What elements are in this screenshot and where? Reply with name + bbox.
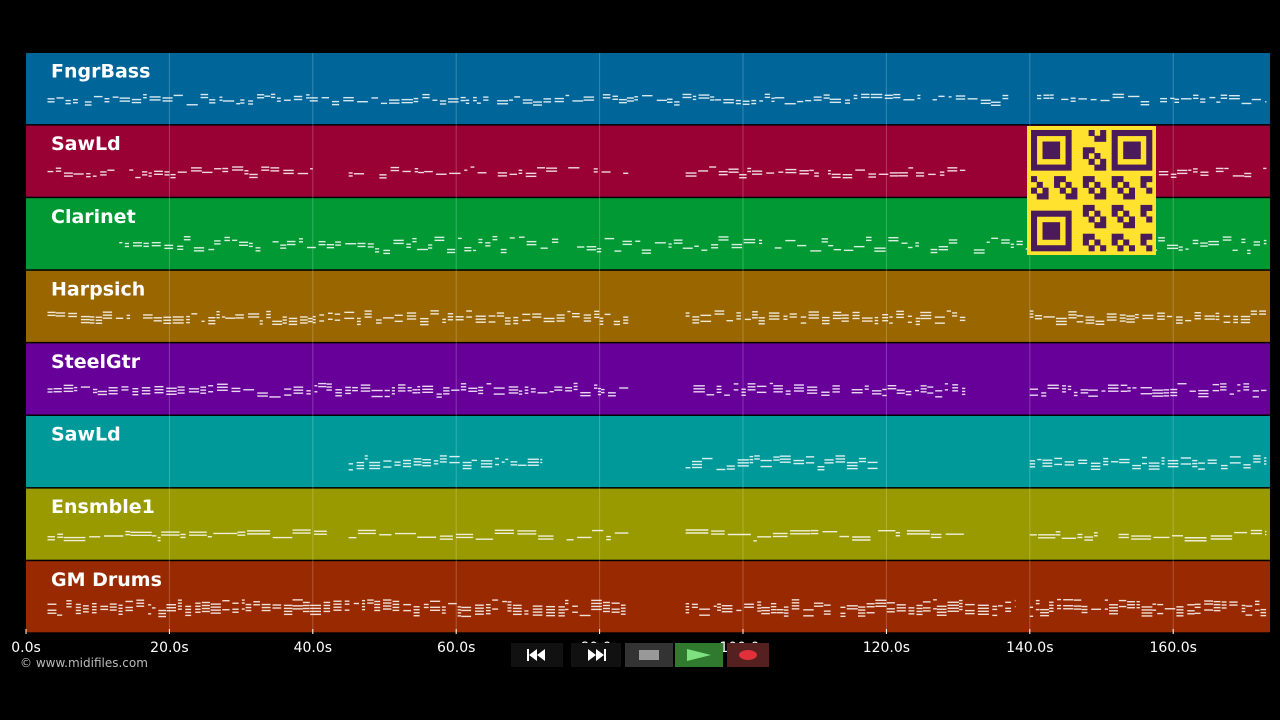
- record-icon: [739, 650, 757, 660]
- transport-controls: [511, 643, 769, 667]
- fast-forward-button[interactable]: [571, 643, 621, 667]
- track-label: FngrBass: [51, 61, 150, 83]
- time-tick-label: 20.0s: [150, 640, 188, 656]
- track-notes: [47, 529, 1267, 542]
- time-tick-label: 140.0s: [1006, 640, 1053, 656]
- stop-button[interactable]: [625, 643, 673, 667]
- rewind-icon: [527, 649, 545, 661]
- track-lane: [26, 488, 1270, 560]
- track-label: SawLd: [51, 424, 121, 446]
- track-notes: [47, 310, 1267, 326]
- play-button[interactable]: [675, 643, 723, 667]
- rewind-button[interactable]: [511, 643, 563, 667]
- track-notes: [47, 166, 1267, 179]
- time-tick-label: 0.0s: [11, 640, 41, 656]
- qr-code: [1027, 126, 1156, 255]
- track-notes: [47, 93, 1267, 106]
- track-notes: [119, 235, 1267, 255]
- time-tick-label: 60.0s: [437, 640, 475, 656]
- copyright-notice: © www.midifiles.com: [20, 656, 148, 670]
- track-notes: [348, 455, 1267, 471]
- play-icon: [687, 649, 711, 661]
- track-lane: [26, 416, 1270, 488]
- record-button[interactable]: [727, 643, 769, 667]
- track-lane: [26, 53, 1270, 125]
- track-label: Ensmble1: [51, 496, 155, 518]
- track-lane: [26, 343, 1270, 415]
- stop-icon: [639, 650, 659, 660]
- track-lane: [26, 561, 1270, 633]
- track-notes: [47, 598, 1267, 618]
- track-notes: [47, 382, 1267, 398]
- track-label: SawLd: [51, 133, 121, 155]
- track-label: GM Drums: [51, 569, 162, 591]
- fast-forward-icon: [588, 649, 606, 661]
- track-label: Harpsich: [51, 278, 145, 300]
- time-tick-label: 160.0s: [1150, 640, 1197, 656]
- time-tick-label: 40.0s: [294, 640, 332, 656]
- track-label: Clarinet: [51, 206, 136, 228]
- time-tick-label: 120.0s: [863, 640, 910, 656]
- track-label: SteelGtr: [51, 351, 141, 373]
- track-lane: [26, 270, 1270, 342]
